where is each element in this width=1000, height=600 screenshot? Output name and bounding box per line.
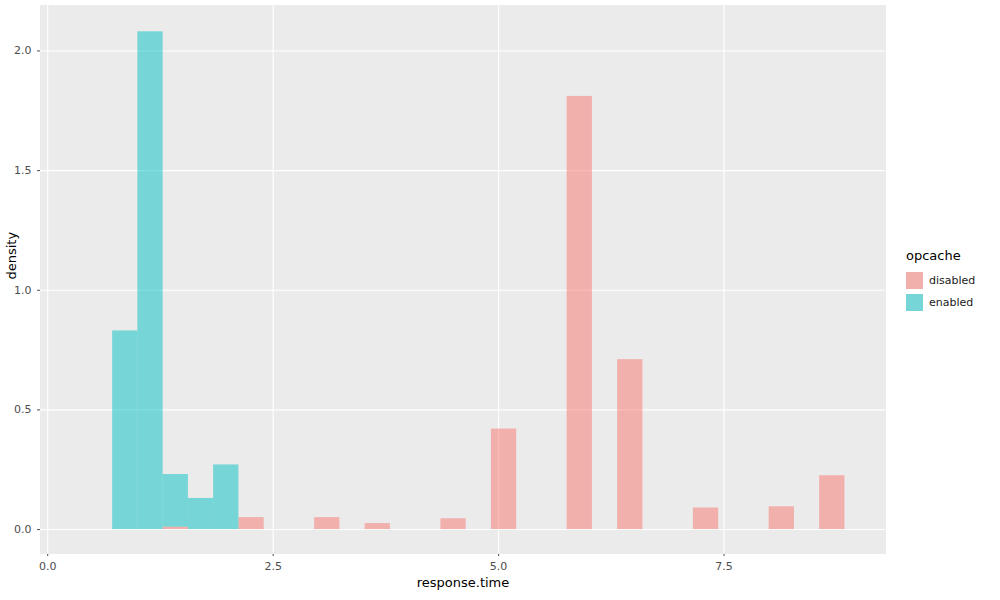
svg-text:density: density: [4, 232, 19, 280]
html-text:disabled: disabled: [929, 273, 976, 287]
svg-text:1.5: 1.5: [14, 164, 32, 177]
svg-text:1.0: 1.0: [14, 284, 32, 297]
svg-text:0.0: 0.0: [39, 560, 57, 573]
svg-text:2.0: 2.0: [14, 44, 32, 57]
svg-text:7.5: 7.5: [715, 560, 733, 573]
html-text:enabled: enabled: [929, 295, 974, 309]
svg-text:5.0: 5.0: [490, 560, 508, 573]
svg-text:response.time: response.time: [417, 575, 510, 590]
html-text:opcache: opcache: [906, 248, 961, 263]
svg-text:0.5: 0.5: [14, 403, 32, 416]
svg-text:0.0: 0.0: [14, 523, 32, 536]
svg-text:2.5: 2.5: [264, 560, 282, 573]
